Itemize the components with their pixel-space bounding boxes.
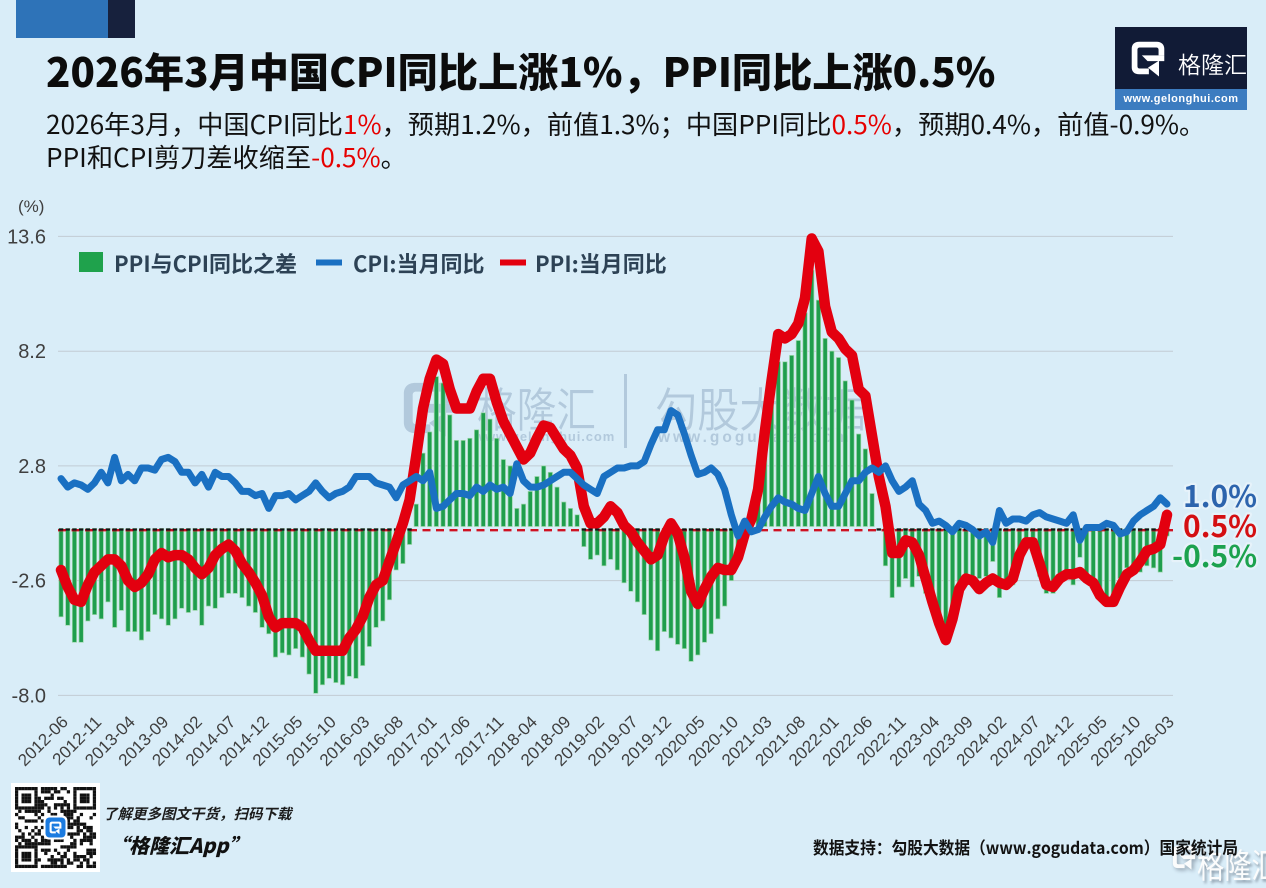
svg-text:-8.0: -8.0: [12, 685, 46, 707]
svg-text:2.8: 2.8: [18, 456, 46, 478]
svg-text:0.5%: 0.5%: [1183, 502, 1257, 546]
svg-text:1.0%: 1.0%: [1183, 472, 1257, 516]
svg-text:CPI:当月同比: CPI:当月同比: [353, 247, 485, 279]
svg-text:13.6: 13.6: [7, 226, 46, 248]
svg-text:(%): (%): [18, 197, 44, 216]
svg-text:www.gogudata.com: www.gogudata.com: [657, 429, 852, 446]
svg-text:-2.6: -2.6: [12, 571, 46, 593]
svg-text:-0.5%: -0.5%: [1172, 532, 1257, 576]
svg-text:8.2: 8.2: [18, 341, 46, 363]
svg-text:PPI与CPI同比之差: PPI与CPI同比之差: [114, 247, 297, 279]
svg-text:PPI:当月同比: PPI:当月同比: [535, 247, 667, 279]
